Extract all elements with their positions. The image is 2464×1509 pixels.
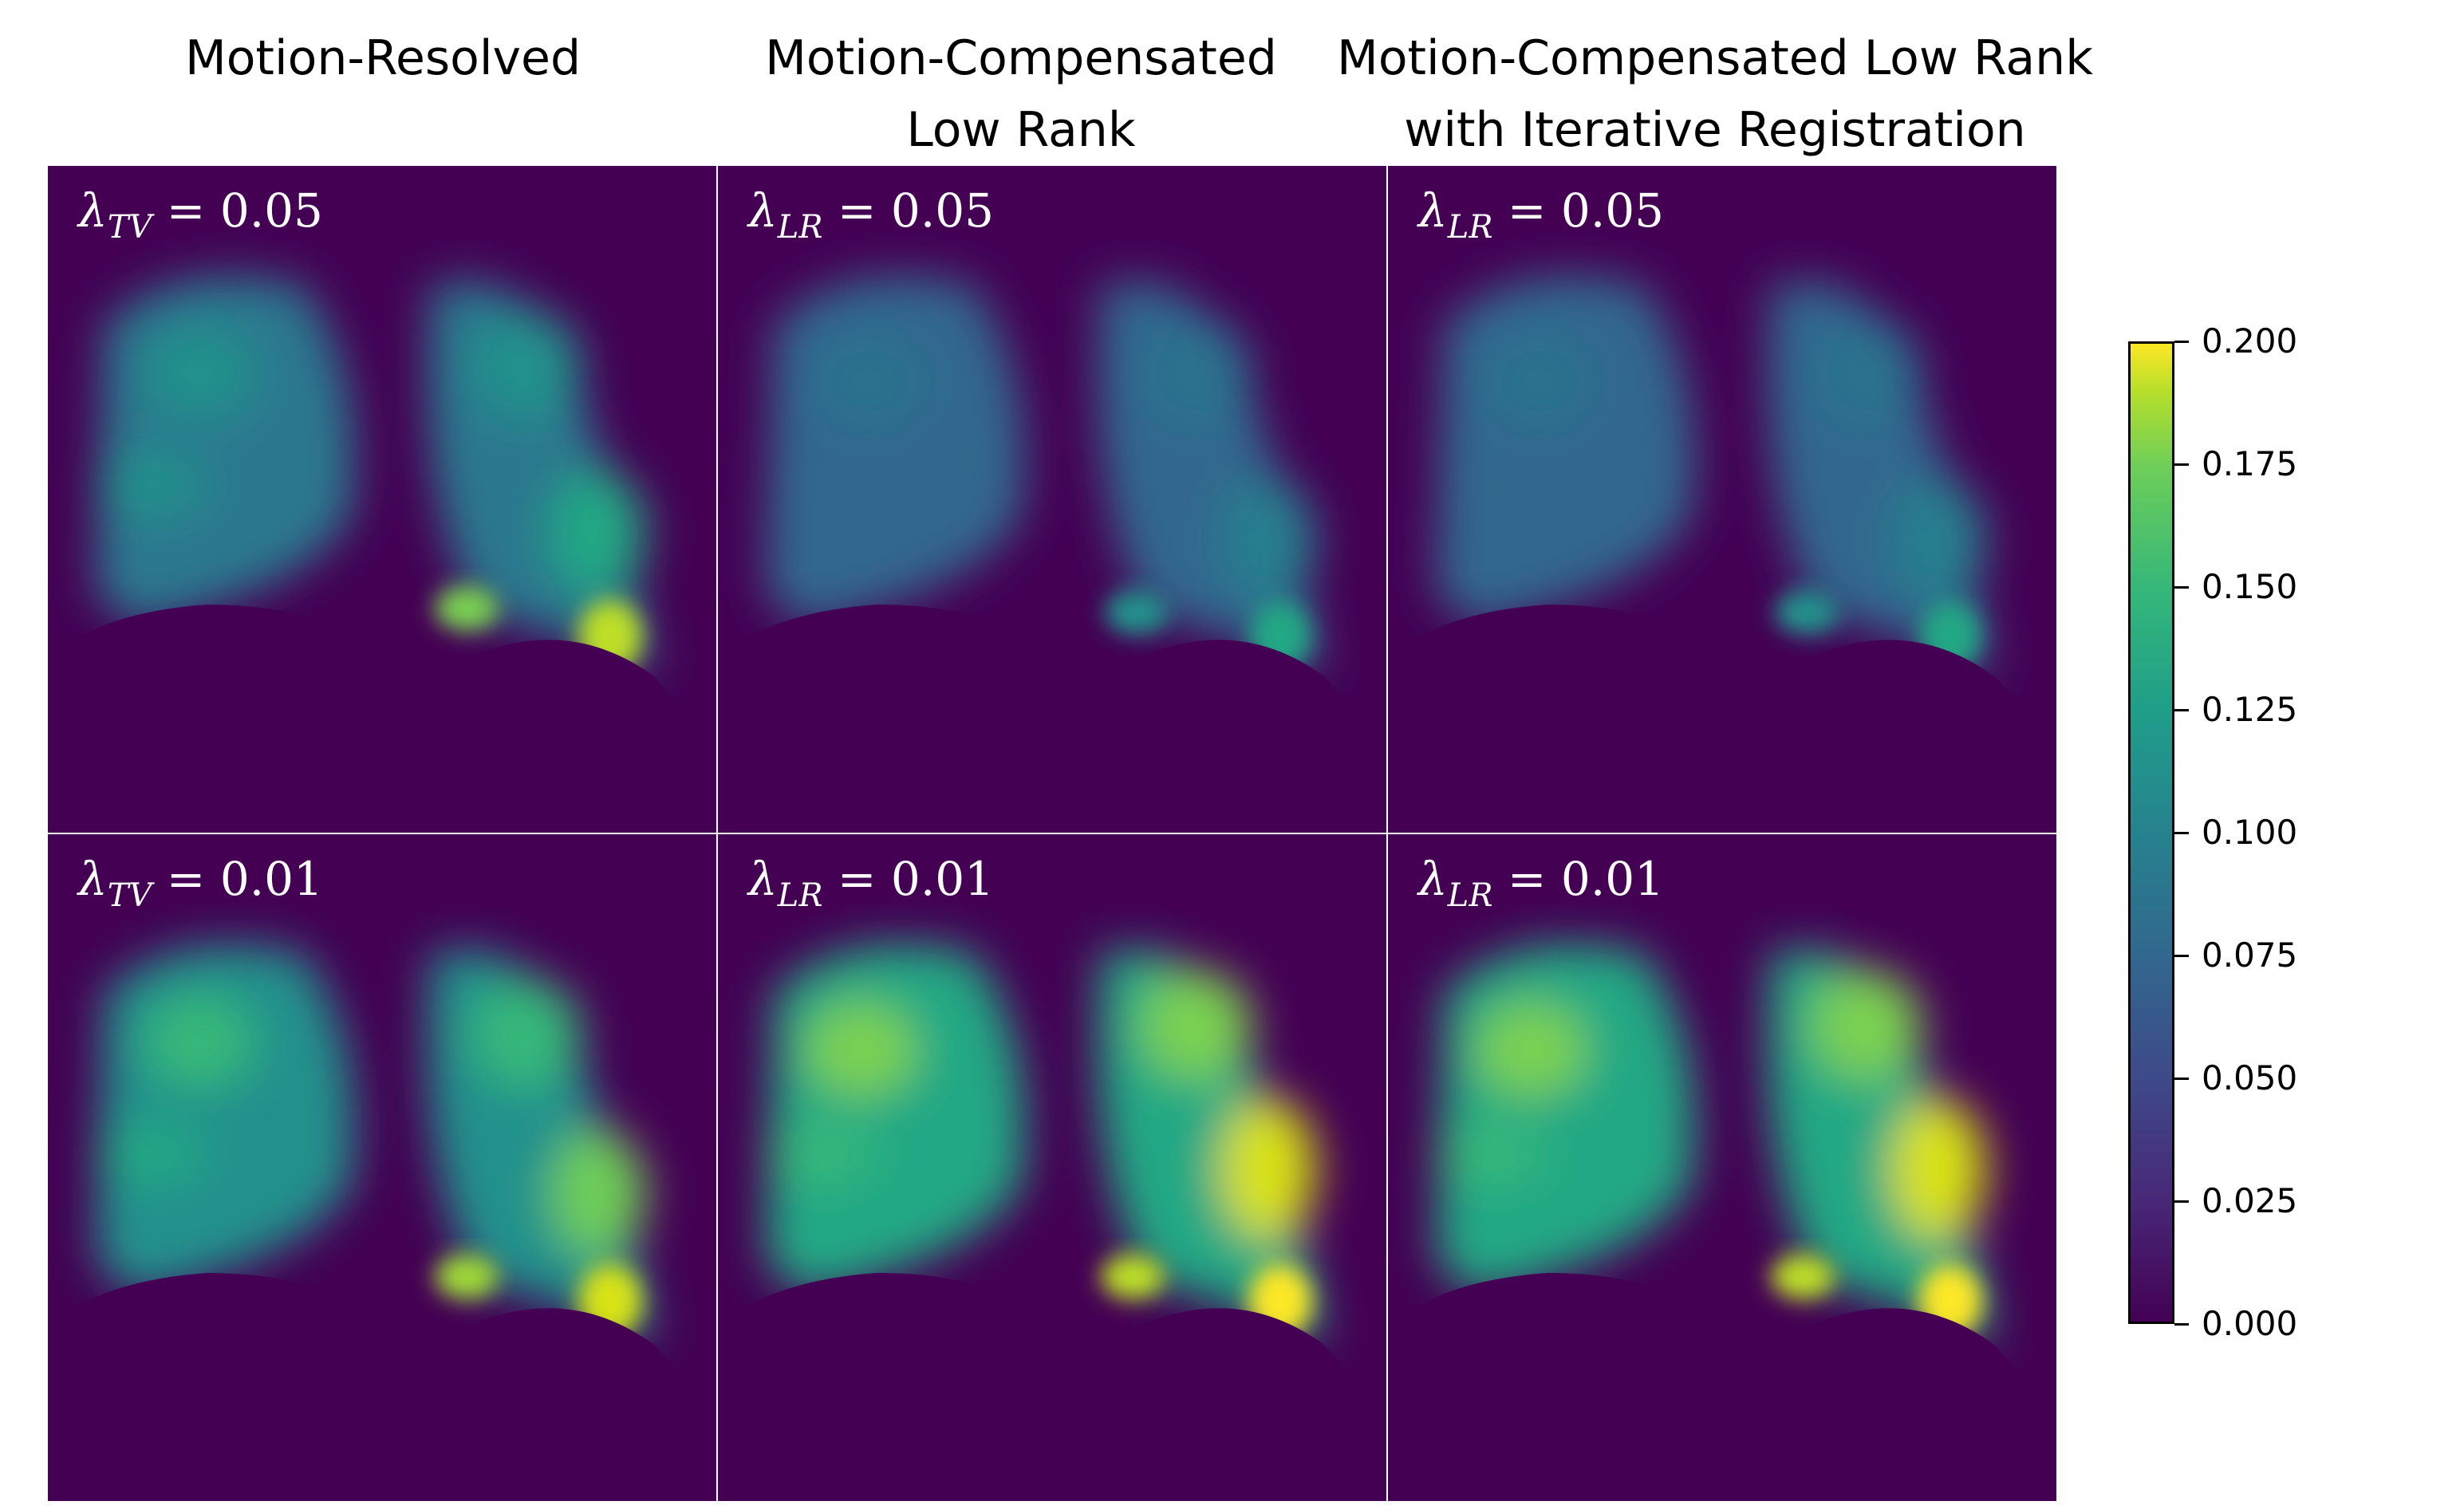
colorbar-tick <box>2174 1200 2189 1203</box>
title-mc-low-rank: Motion-Compensated Low Rank <box>718 22 1324 166</box>
lung-image <box>1388 944 2056 1501</box>
colorbar <box>2128 341 2174 1324</box>
colorbar-tick <box>2174 709 2189 711</box>
colorbar-tick-label: 0.075 <box>2202 936 2298 975</box>
colorbar-tick-label: 0.025 <box>2202 1181 2298 1220</box>
lung-image <box>48 944 716 1501</box>
colorbar-tick-label: 0.175 <box>2202 444 2298 483</box>
colorbar-tick <box>2174 463 2189 466</box>
lambda-label: λTV = 0.01 <box>78 852 323 914</box>
panel-mc-low-rank-005: λLR = 0.05 <box>718 166 1386 833</box>
colorbar-tick-label: 0.150 <box>2202 567 2298 606</box>
lambda-label: λLR = 0.05 <box>1418 183 1665 246</box>
panel-motion-resolved-001: λTV = 0.01 <box>48 834 716 1501</box>
colorbar-tick <box>2174 341 2189 343</box>
panel-mc-low-rank-001: λLR = 0.01 <box>718 834 1386 1501</box>
colorbar-tick-label: 0.100 <box>2202 813 2298 852</box>
lung-image <box>718 944 1386 1501</box>
colorbar-tick <box>2174 955 2189 957</box>
title-line-2: with Iterative Registration <box>1404 102 2026 158</box>
title-text: Motion-Resolved <box>184 30 582 86</box>
title-line-1: Motion-Compensated <box>765 30 1277 86</box>
lambda-label: λTV = 0.05 <box>78 183 323 246</box>
colorbar-tick <box>2174 1078 2189 1080</box>
lambda-label: λLR = 0.01 <box>1418 852 1665 914</box>
title-line-2: Low Rank <box>906 102 1136 158</box>
colorbar-tick-label: 0.050 <box>2202 1058 2298 1097</box>
lambda-label: λLR = 0.05 <box>748 183 995 246</box>
title-mc-low-rank-iterative: Motion-Compensated Low Rank with Iterati… <box>1308 22 2122 166</box>
panel-mc-low-rank-iterative-001: λLR = 0.01 <box>1388 834 2056 1501</box>
colorbar-tick <box>2174 586 2189 589</box>
colorbar-tick <box>2174 1323 2189 1326</box>
panel-mc-low-rank-iterative-005: λLR = 0.05 <box>1388 166 2056 833</box>
colorbar-tick-label: 0.000 <box>2202 1304 2298 1343</box>
lung-image <box>48 275 716 833</box>
title-line-1: Motion-Compensated Low Rank <box>1337 30 2093 86</box>
colorbar-tick-label: 0.200 <box>2202 321 2298 361</box>
colorbar-tick <box>2174 832 2189 834</box>
lung-image <box>1388 275 2056 833</box>
title-motion-resolved: Motion-Resolved <box>144 22 622 94</box>
lambda-label: λLR = 0.01 <box>748 852 995 914</box>
colorbar-tick-label: 0.125 <box>2202 690 2298 729</box>
panel-motion-resolved-005: λTV = 0.05 <box>48 166 716 833</box>
lung-image <box>718 275 1386 833</box>
